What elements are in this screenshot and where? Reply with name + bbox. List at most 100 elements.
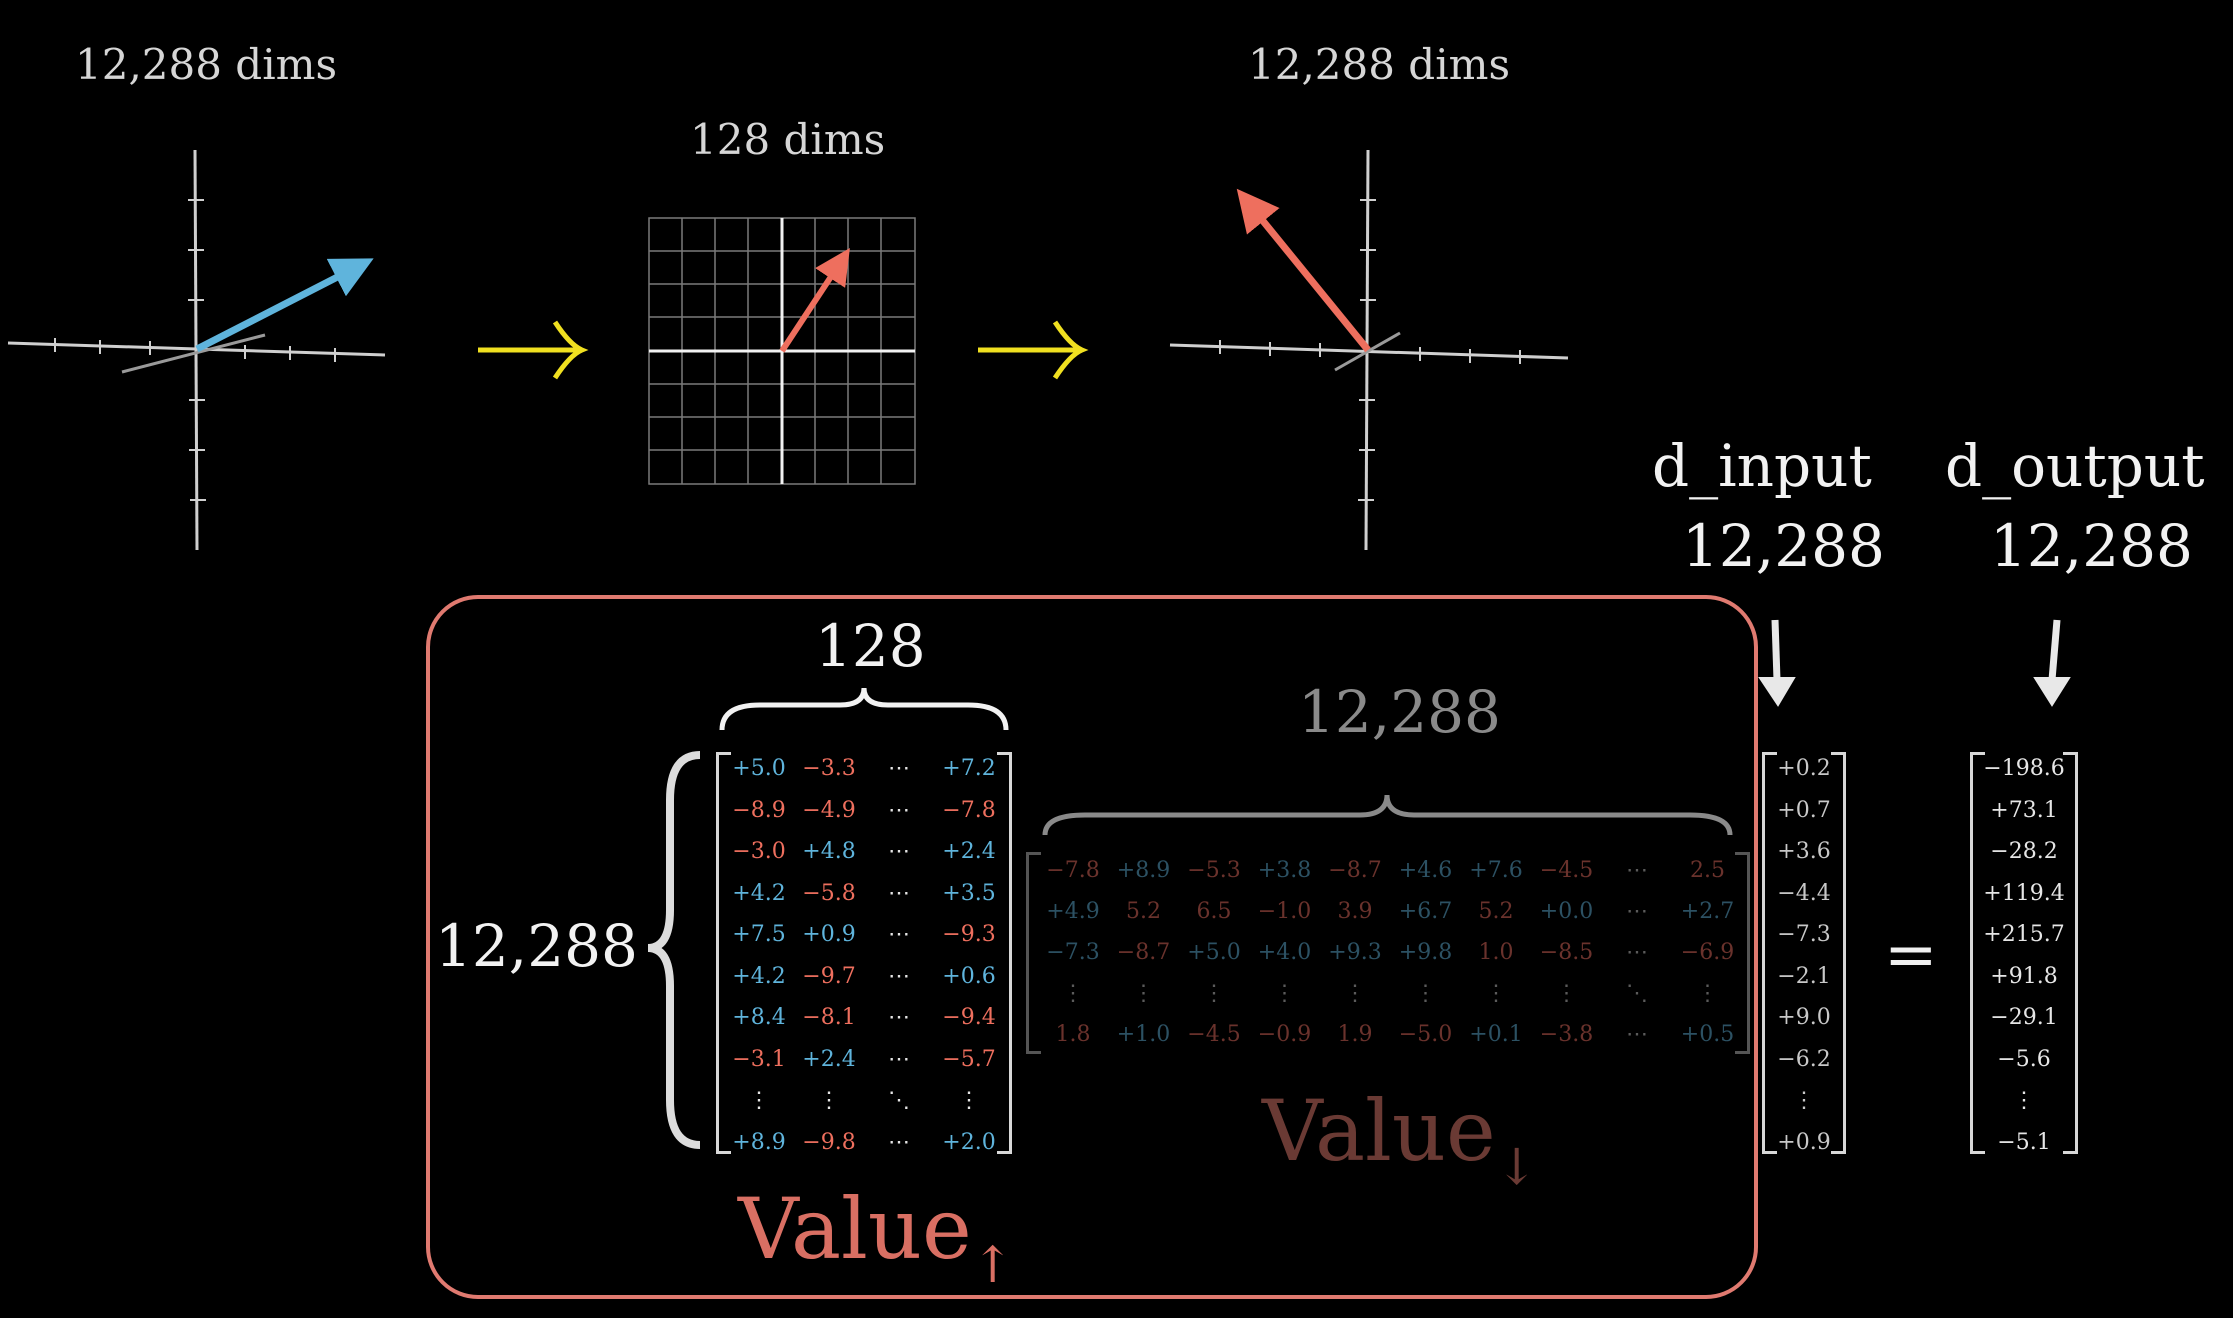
value-up-subscript: ↑ (971, 1236, 1014, 1294)
matrix-cell: −9.4 (942, 1005, 996, 1030)
vector-cell: +0.9 (1777, 1129, 1831, 1155)
vector-cell: +73.1 (1990, 797, 2058, 823)
input-vector: +0.2 +0.7 +3.6 −4.4 −7.3 −2.1 +9.0 −6.2 ⋮ +0.9 (1762, 752, 1846, 1155)
matrix-cell: 1.8 (1055, 1022, 1091, 1047)
matrix-cell: ⋯ (1626, 899, 1648, 924)
matrix-cell: 3.9 (1337, 899, 1373, 924)
matrix-cell: +8.4 (732, 1005, 786, 1030)
matrix-cell: −7.3 (1046, 940, 1100, 965)
matrix-cell: ⋮ (1203, 981, 1225, 1006)
matrix-cell: ⋮ (1132, 981, 1155, 1006)
matrix-cell: −1.0 (1257, 899, 1312, 924)
vector-cell: −28.2 (1990, 839, 2058, 864)
matrix-cell: ⋮ (818, 1088, 840, 1113)
matrix-cell: ⋯ (1626, 940, 1648, 965)
matrix-right-bracket (997, 752, 1012, 1154)
vector-right-bracket (2063, 752, 2078, 1154)
matrix-left-bracket (716, 752, 731, 1154)
vector-cell: −5.1 (1997, 1129, 2051, 1155)
matrix-cell: +2.0 (942, 1129, 996, 1155)
matrix-cell: −5.7 (942, 1046, 996, 1072)
matrix-cell: ⋯ (888, 1129, 910, 1155)
matrix-cell: +4.6 (1398, 858, 1453, 883)
red-output-vector (1236, 188, 1371, 353)
vector-cell: −198.6 (1983, 756, 2065, 781)
matrix-cell: −3.1 (732, 1046, 786, 1072)
vector-left-bracket (1762, 752, 1777, 1154)
matrix-cell: −5.8 (802, 880, 856, 906)
blue-input-vector (195, 258, 374, 353)
d-output-label: d_output (1945, 432, 2205, 500)
brace-12288-rows (647, 751, 701, 1149)
value-down-columns-label: 12,288 (1298, 678, 1501, 746)
matrix-cell: +2.7 (1680, 899, 1735, 924)
brace-12288-cols (1042, 794, 1733, 836)
matrix-cell: +4.9 (1046, 899, 1100, 924)
matrix-cell: −8.1 (802, 1005, 856, 1030)
vector-cell: ⋮ (2013, 1088, 2035, 1113)
matrix-cell: −6.9 (1680, 940, 1735, 965)
matrix-cell: −5.3 (1187, 858, 1241, 883)
matrix-cell: ⋮ (1414, 981, 1437, 1006)
matrix-cell: 1.9 (1337, 1022, 1373, 1047)
matrix-cell: +4.2 (732, 963, 786, 989)
vector-cell: +215.7 (1983, 922, 2065, 947)
value-up-columns-label: 128 (815, 612, 926, 680)
matrix-cell: −3.8 (1539, 1022, 1594, 1047)
matrix-cell: +2.4 (942, 839, 996, 864)
down-arrow-output (2033, 619, 2071, 707)
matrix-cell: ⋮ (1485, 981, 1507, 1006)
matrix-cell: −4.5 (1187, 1022, 1241, 1047)
matrix-cell: +6.7 (1398, 899, 1453, 924)
matrix-cell: −4.5 (1539, 858, 1594, 883)
matrix-cell: ⋮ (1696, 981, 1719, 1006)
vector-cell: +91.8 (1990, 963, 2058, 989)
matrix-cell: −4.9 (802, 797, 856, 823)
matrix-cell: ⋯ (1626, 1022, 1648, 1047)
matrix-cell: 1.0 (1478, 940, 1514, 965)
vector-cell: +0.2 (1777, 756, 1831, 781)
matrix-cell: ⋯ (888, 922, 910, 947)
vector-cell: +0.7 (1777, 797, 1831, 823)
vector-cell: −29.1 (1990, 1005, 2058, 1030)
vector-cell: +9.0 (1777, 1005, 1831, 1030)
output-vector: −198.6 +73.1 −28.2 +119.4 +215.7 +91.8 −29.1 −5… (1970, 752, 2078, 1155)
matrix-cell: 2.5 (1690, 858, 1725, 883)
matrix-cell: ⋯ (888, 839, 910, 864)
middle-plot-label: 128 dims (690, 115, 886, 164)
left-3d-axes (7, 149, 386, 551)
matrix-right-bracket (1735, 852, 1750, 1054)
matrix-cell: ⋯ (888, 756, 910, 781)
value-down-matrix: −7.8 +8.9 −5.3 +3.8 −8.7 +4.6 +7.6 −4.5 ⋯ 2.5 +4.9… (1026, 852, 1750, 1054)
matrix-cell: +7.6 (1469, 858, 1523, 883)
matrix-cell: ⋮ (1555, 981, 1578, 1006)
right-3d-axes (1169, 149, 1569, 551)
matrix-cell: +8.9 (732, 1129, 786, 1155)
yellow-arrow-2 (978, 320, 1089, 380)
matrix-cell: +9.8 (1398, 940, 1453, 965)
right-plot-label: 12,288 dims (1248, 40, 1511, 89)
matrix-cell: +3.5 (942, 880, 996, 906)
matrix-left-bracket (1026, 852, 1041, 1054)
brace-128 (719, 687, 1009, 731)
matrix-cell: ⋯ (1626, 858, 1648, 883)
matrix-cell: +7.2 (942, 756, 996, 781)
matrix-cell: ⋮ (1344, 981, 1366, 1006)
equals-sign: = (1884, 918, 1938, 992)
matrix-cell: ⋯ (888, 963, 910, 989)
matrix-cell: −9.3 (942, 922, 996, 947)
matrix-cell: +2.4 (802, 1046, 856, 1072)
matrix-cell: −8.5 (1539, 940, 1594, 965)
vector-cell: −5.6 (1997, 1046, 2051, 1072)
vector-cell: −7.3 (1777, 922, 1831, 947)
red-compressed-vector (779, 247, 850, 353)
matrix-cell: ⋮ (748, 1088, 770, 1113)
matrix-cell: −5.0 (1398, 1022, 1453, 1047)
matrix-cell: +0.1 (1469, 1022, 1523, 1047)
vector-cell: −2.1 (1777, 963, 1831, 989)
matrix-cell: ⋮ (1062, 981, 1084, 1006)
matrix-cell: 6.5 (1196, 899, 1232, 924)
value-up-name-text: Value (738, 1180, 972, 1278)
matrix-cell: +4.0 (1257, 940, 1312, 965)
